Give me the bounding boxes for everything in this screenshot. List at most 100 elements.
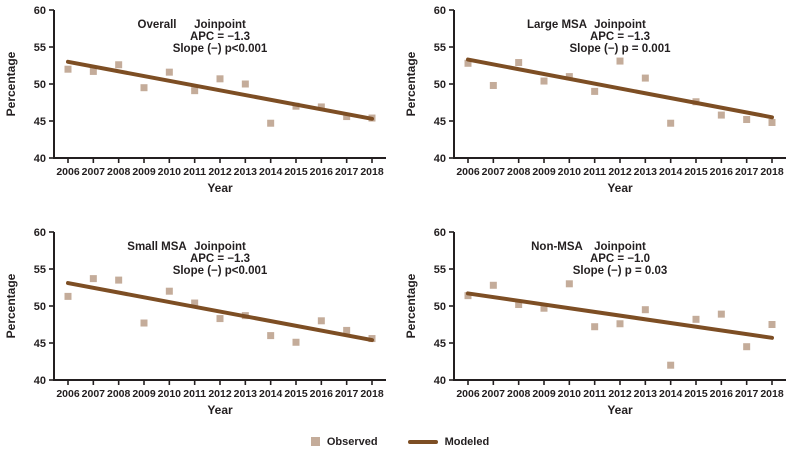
- y-tick-label: 55: [434, 42, 446, 54]
- x-tick-label: 2009: [132, 388, 156, 400]
- observed-point: [667, 361, 675, 369]
- x-tick-label: 2017: [335, 388, 359, 400]
- x-tick-label: 2012: [208, 166, 232, 178]
- observed-point: [292, 338, 300, 346]
- legend-item-observed: Observed: [310, 435, 378, 448]
- y-axis-label: Percentage: [4, 51, 18, 116]
- y-tick-label: 50: [434, 301, 446, 313]
- observed-point: [768, 118, 776, 126]
- panel-large-msa: 40 45 50 55 60 2006 2007 2008 2009 2010 2011 2012 20…: [400, 0, 800, 206]
- joinpoint-annotation-line: Joinpoint: [594, 241, 646, 253]
- observed-point: [216, 315, 224, 323]
- x-tick-label: 2009: [132, 166, 156, 178]
- observed-point: [343, 113, 351, 121]
- x-tick-label: 2014: [259, 166, 283, 178]
- x-tick-label: 2015: [284, 388, 308, 400]
- joinpoint-annotation-line: APC = −1.3: [590, 31, 650, 43]
- observed-point: [464, 59, 472, 67]
- joinpoint-annotation-line: APC = −1.0: [590, 253, 650, 265]
- joinpoint-annotation-line: Joinpoint: [194, 19, 246, 31]
- panel-title: Overall: [138, 19, 177, 31]
- observed-point: [515, 59, 523, 67]
- x-axis-label: Year: [607, 181, 633, 195]
- joinpoint-annotation-line: Slope (−) p = 0.03: [573, 265, 668, 277]
- observed-point: [317, 103, 325, 111]
- x-axis-label: Year: [607, 403, 633, 417]
- x-tick-label: 2007: [82, 388, 106, 400]
- y-axis-label: Percentage: [404, 273, 418, 338]
- x-tick-label: 2016: [710, 166, 734, 178]
- axes: [453, 232, 786, 381]
- modeled-line: [66, 59, 374, 121]
- x-tick-label: 2017: [735, 388, 759, 400]
- observed-point: [89, 275, 97, 283]
- x-tick-label: 2015: [684, 166, 708, 178]
- x-tick-label: 2016: [710, 388, 734, 400]
- observed-point: [140, 319, 148, 327]
- observed-point: [591, 87, 599, 95]
- joinpoint-annotation-line: APC = −1.3: [190, 253, 250, 265]
- observed-point: [515, 301, 523, 309]
- panel-non-msa: 40 45 50 55 60 2006 2007 2008 2009 2010 2011 2012 20…: [400, 222, 800, 428]
- y-tick-label: 55: [34, 264, 46, 276]
- observed-point: [565, 73, 573, 81]
- joinpoint-annotation-line: Joinpoint: [194, 241, 246, 253]
- x-tick-label: 2013: [234, 388, 258, 400]
- x-tick-label: 2015: [284, 166, 308, 178]
- x-tick-label: 2011: [183, 388, 206, 400]
- observed-point: [717, 111, 725, 119]
- legend-modeled-label: Modeled: [444, 435, 490, 448]
- x-tick-label: 2011: [583, 388, 606, 400]
- x-tick-label: 2006: [56, 388, 80, 400]
- y-tick-label: 55: [434, 264, 446, 276]
- x-tick-label: 2013: [634, 388, 658, 400]
- x-axis-label: Year: [207, 181, 233, 195]
- observed-point: [692, 315, 700, 323]
- observed-point: [641, 306, 649, 314]
- modeled-line-icon: [407, 439, 438, 444]
- panel-small-msa: 40 45 50 55 60 2006 2007 2008 2009 2010 2011 2012 20…: [0, 222, 400, 428]
- x-tick-label: 2010: [558, 388, 582, 400]
- observed-point: [165, 287, 173, 295]
- y-tick-label: 60: [434, 5, 446, 17]
- y-tick-label: 45: [434, 116, 446, 128]
- x-tick-label: 2009: [532, 388, 556, 400]
- observed-point: [641, 74, 649, 82]
- y-tick-label: 55: [34, 42, 46, 54]
- x-tick-label: 2008: [107, 166, 131, 178]
- observed-point: [115, 61, 123, 69]
- y-tick-label: 40: [34, 153, 46, 165]
- panel-title: Large MSA: [527, 19, 587, 31]
- x-tick-label: 2018: [760, 166, 784, 178]
- x-tick-label: 2014: [659, 166, 683, 178]
- y-tick-label: 60: [434, 227, 446, 239]
- x-tick-label: 2012: [608, 166, 632, 178]
- observed-point: [540, 77, 548, 85]
- observed-point: [768, 321, 776, 328]
- observed-point: [191, 299, 199, 307]
- legend-observed-label: Observed: [326, 435, 378, 448]
- joinpoint-annotation-line: APC = −1.3: [190, 31, 250, 43]
- modeled-line: [466, 291, 774, 340]
- axes: [53, 10, 386, 159]
- x-tick-label: 2010: [158, 166, 182, 178]
- y-tick-label: 45: [34, 116, 46, 128]
- observed-point: [165, 68, 173, 76]
- x-tick-label: 2013: [634, 166, 658, 178]
- x-tick-label: 2018: [760, 388, 784, 400]
- x-tick-label: 2006: [456, 166, 480, 178]
- x-tick-label: 2014: [259, 388, 283, 400]
- y-tick-label: 45: [434, 338, 446, 350]
- y-tick-label: 60: [34, 5, 46, 17]
- observed-point: [667, 119, 675, 127]
- x-tick-label: 2007: [482, 388, 506, 400]
- x-tick-label: 2011: [583, 166, 606, 178]
- y-axis-label: Percentage: [4, 273, 18, 338]
- observed-point: [317, 317, 325, 325]
- observed-point: [489, 281, 497, 289]
- x-tick-label: 2017: [335, 166, 359, 178]
- y-tick-label: 50: [434, 79, 446, 91]
- joinpoint-annotation-line: Joinpoint: [594, 19, 646, 31]
